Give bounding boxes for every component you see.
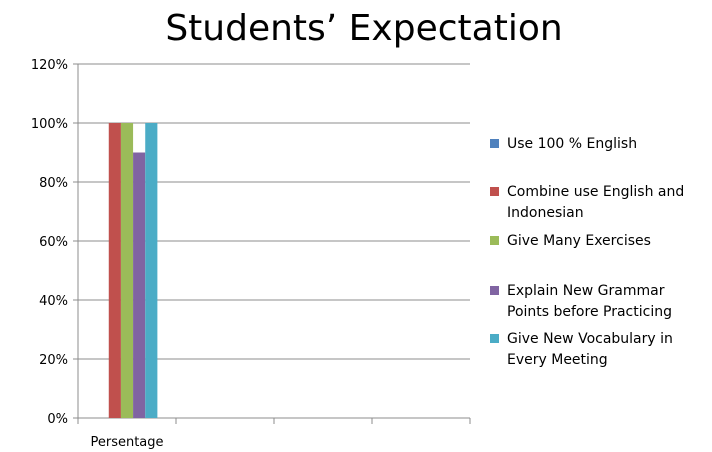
bar [145, 123, 158, 418]
y-tick-label: 20% [39, 353, 68, 368]
legend-swatch [490, 334, 499, 343]
legend-label: Explain New Grammar Points before Practi… [507, 283, 672, 320]
legend-swatch [490, 236, 499, 245]
legend-swatch [490, 286, 499, 295]
bars [108, 123, 158, 418]
y-tick-label: 60% [39, 235, 68, 250]
y-tick-label: 0% [47, 412, 68, 427]
bar [120, 123, 134, 418]
y-tick-label: 40% [39, 294, 68, 309]
legend-label: Combine use English and Indonesian [507, 184, 685, 221]
bar [133, 152, 146, 418]
y-tick-label: 120% [31, 58, 68, 73]
x-category-label: Persentage [90, 435, 163, 450]
legend-item: Give New Vocabulary in Every Meeting [490, 329, 710, 371]
legend-label: Use 100 % English [507, 136, 638, 152]
y-tick-label: 100% [31, 117, 68, 132]
legend-swatch [490, 187, 499, 196]
bar [108, 123, 121, 418]
y-axis: 0% 20% 40% 60% 80% 100% 120% [31, 58, 79, 427]
y-tick-label: 80% [39, 176, 68, 191]
chart-title: Students’ Expectation [165, 8, 562, 49]
legend-item: Give Many Exercises [490, 231, 710, 252]
legend-label: Give Many Exercises [507, 233, 651, 249]
legend-item: Combine use English and Indonesian [490, 182, 710, 224]
x-axis: Persentage [77, 417, 471, 450]
legend-label: Give New Vocabulary in Every Meeting [507, 331, 673, 368]
legend-swatch [490, 139, 499, 148]
legend-item: Explain New Grammar Points before Practi… [490, 281, 710, 323]
legend-item: Use 100 % English [490, 134, 710, 155]
